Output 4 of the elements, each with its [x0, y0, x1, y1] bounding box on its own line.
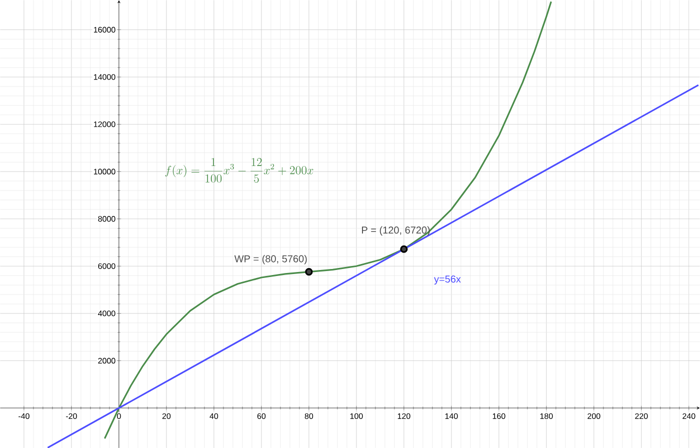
- annotation: $f(x) = \frac{1}{100}x^{3} - \frac{12}{5}x^{2} + 200x$: [165, 158, 314, 183]
- annotation: P = (120, 6720): [362, 226, 430, 236]
- annotation: WP = (80, 5760): [234, 254, 307, 264]
- annotation: y=56x: [434, 275, 461, 284]
